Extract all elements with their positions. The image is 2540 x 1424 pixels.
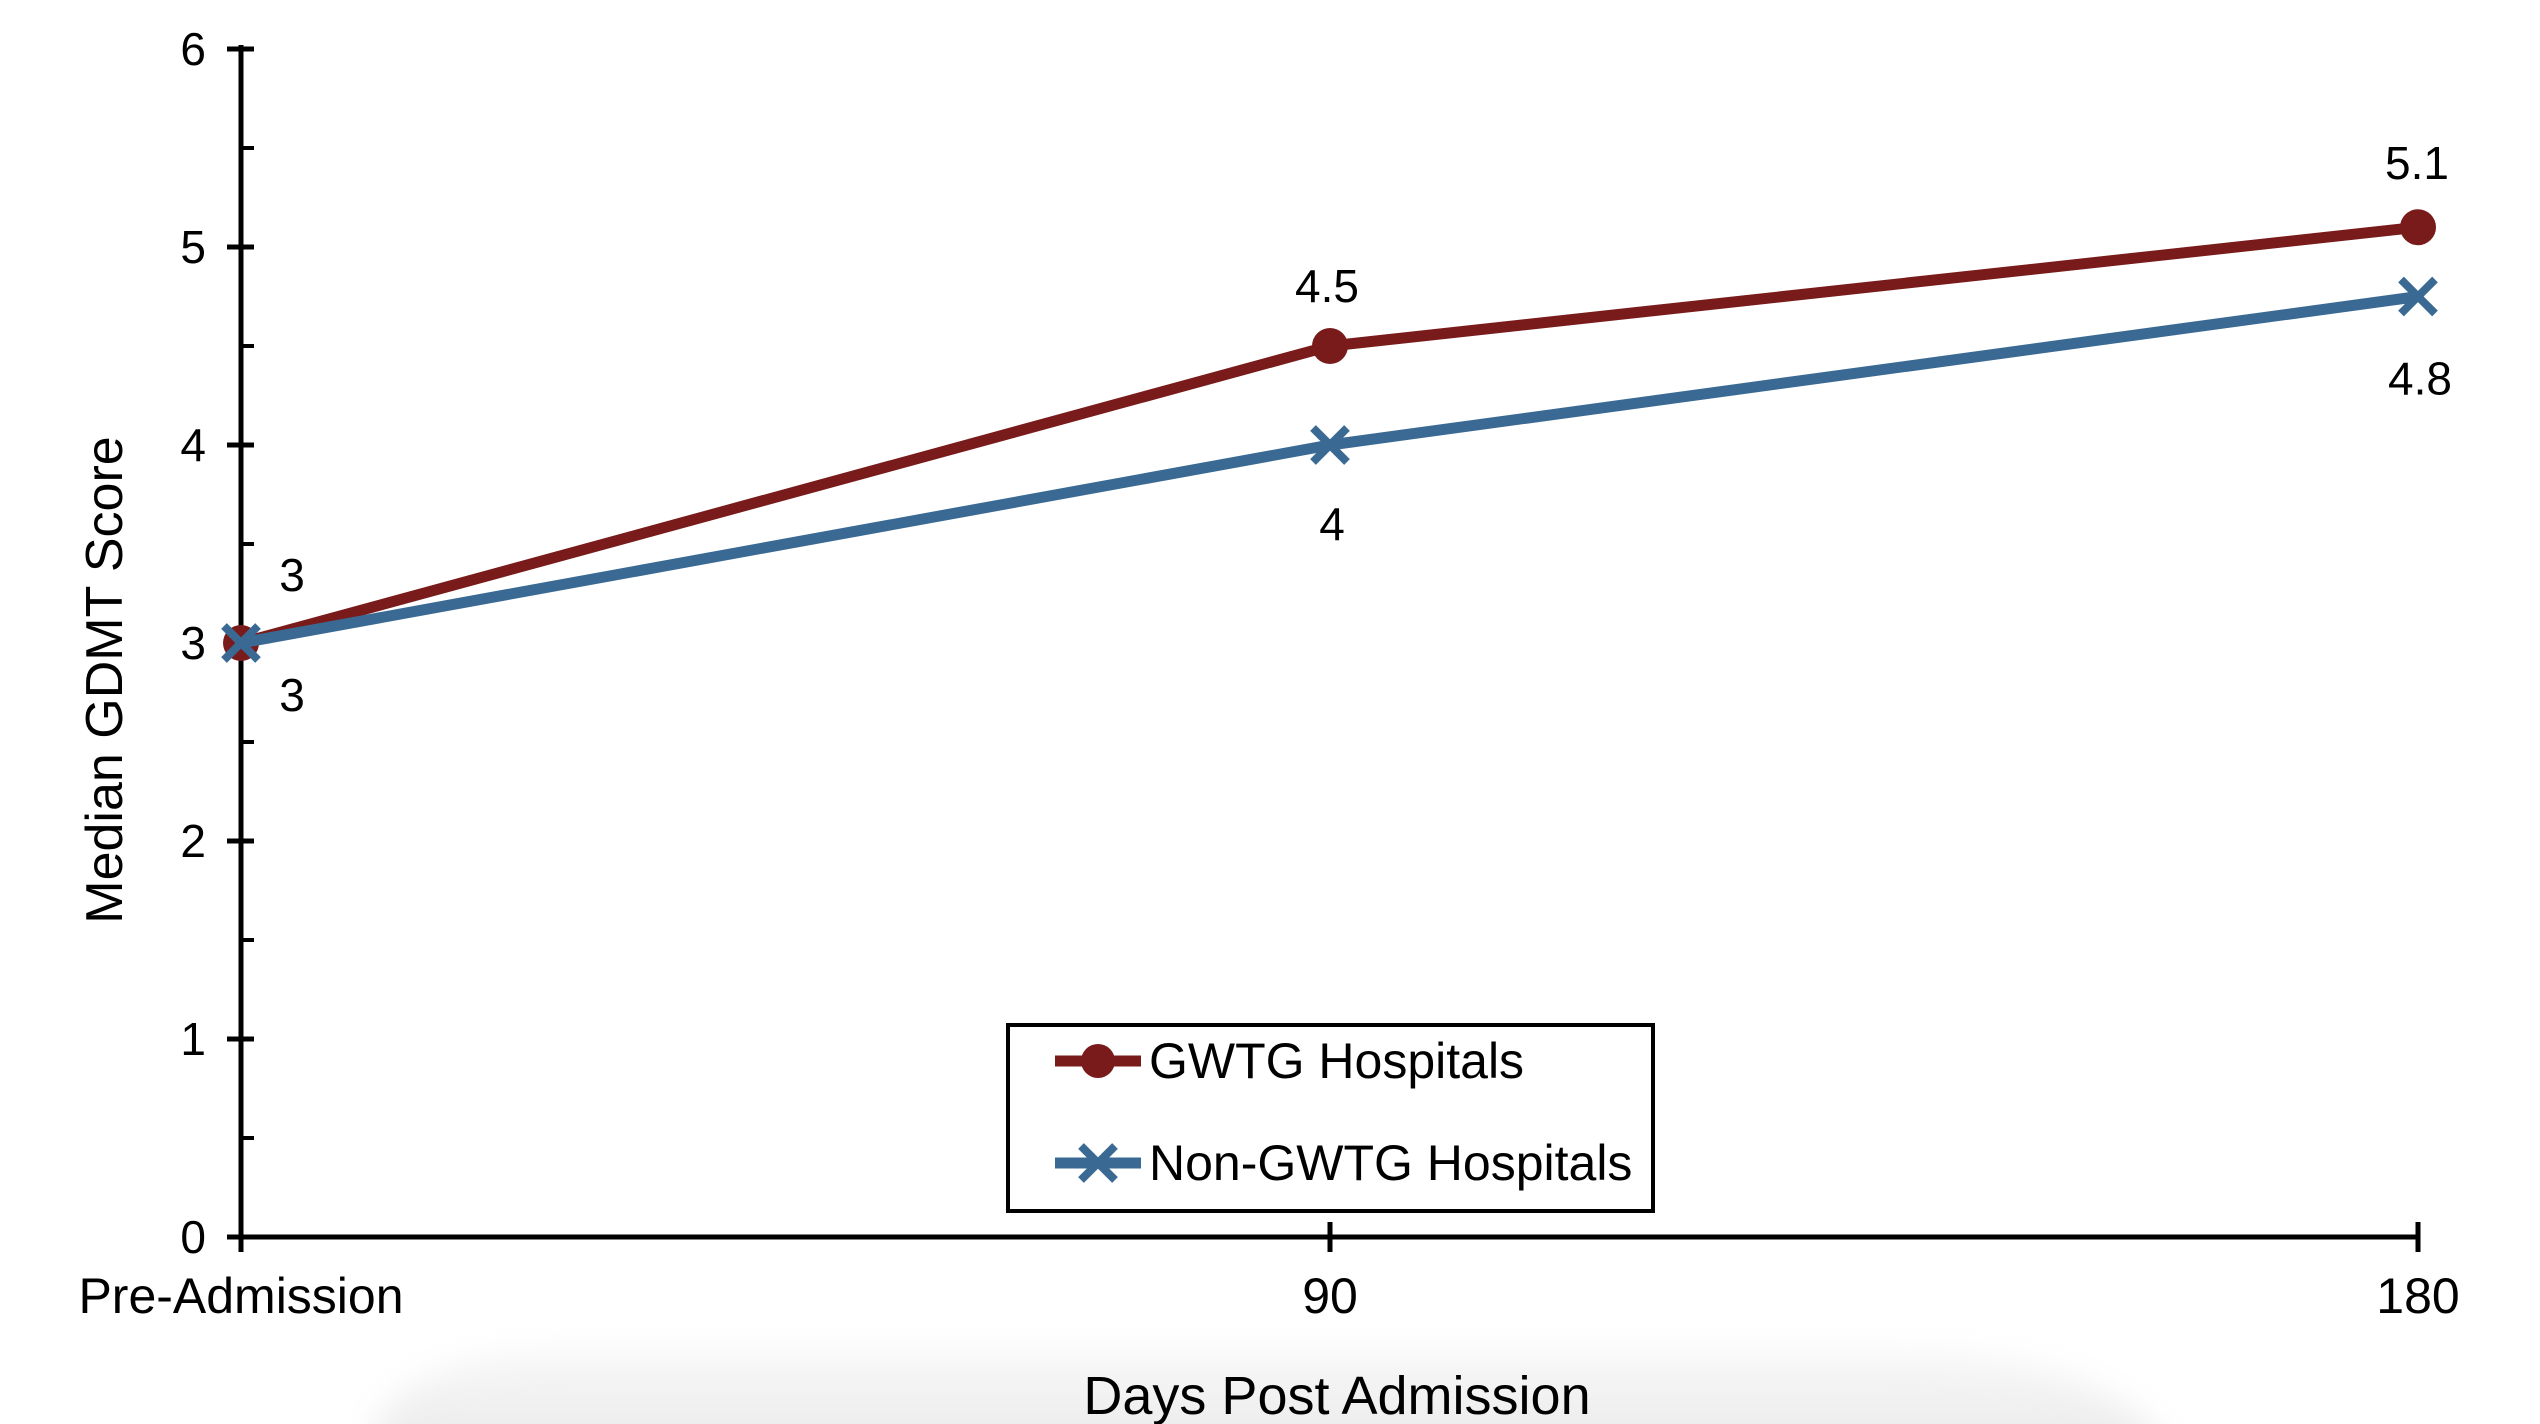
y-tick-label: 6 xyxy=(180,23,206,75)
x-tick-label: 180 xyxy=(2376,1268,2459,1324)
x-axis-title: Days Post Admission xyxy=(1083,1366,1591,1424)
y-tick-label: 1 xyxy=(180,1013,206,1065)
data-label: 4 xyxy=(1319,498,1345,550)
data-point-circle xyxy=(2400,209,2436,246)
y-tick-label: 4 xyxy=(180,419,206,471)
y-tick-label: 2 xyxy=(180,815,206,867)
data-label: 4.8 xyxy=(2388,353,2452,405)
y-tick-label: 3 xyxy=(180,617,206,669)
legend: GWTG Hospitals Non-GWTG Hospitals xyxy=(1006,1023,1655,1213)
data-point-x xyxy=(2398,276,2438,317)
data-point-x xyxy=(1310,425,1350,465)
line-x-marker-icon xyxy=(1055,1143,1141,1183)
data-label: 5.1 xyxy=(2385,137,2449,189)
y-axis-title: Median GDMT Score xyxy=(76,436,134,924)
data-label: 3 xyxy=(279,549,305,601)
y-tick-label: 5 xyxy=(180,221,206,273)
y-tick-label: 0 xyxy=(180,1211,206,1263)
x-tick-label: 90 xyxy=(1302,1268,1358,1324)
background-shadow-artifact xyxy=(372,1352,2172,1424)
line-circle-marker-icon xyxy=(1055,1044,1141,1078)
legend-label-gwtg: GWTG Hospitals xyxy=(1149,1033,1525,1089)
data-point-circle xyxy=(1312,328,1348,364)
legend-label-non-gwtg: Non-GWTG Hospitals xyxy=(1149,1135,1633,1191)
data-label: 3 xyxy=(279,669,305,721)
legend-item-gwtg: GWTG Hospitals xyxy=(1055,1033,1524,1089)
x-tick-label: Pre-Admission xyxy=(78,1268,403,1324)
data-point-x xyxy=(221,623,261,663)
data-label: 4.5 xyxy=(1295,260,1359,312)
legend-item-non-gwtg: Non-GWTG Hospitals xyxy=(1055,1135,1632,1191)
